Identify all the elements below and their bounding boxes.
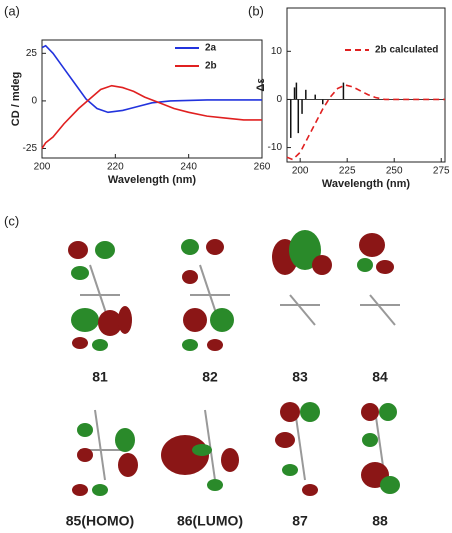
y-tick-label: 0 bbox=[31, 96, 37, 107]
y-tick-label: -10 bbox=[268, 142, 283, 153]
series-line bbox=[42, 46, 262, 113]
x-tick-label: 200 bbox=[34, 162, 51, 173]
orbital-label: 86(LUMO) bbox=[177, 513, 243, 529]
orbital-label: 87 bbox=[292, 513, 308, 529]
x-axis-label: Wavelength (nm) bbox=[322, 178, 411, 190]
x-axis-label: Wavelength (nm) bbox=[108, 174, 197, 186]
y-tick-label: 10 bbox=[271, 46, 283, 57]
series-line bbox=[42, 86, 262, 149]
x-tick-label: 260 bbox=[254, 162, 271, 173]
x-tick-label: 225 bbox=[339, 166, 356, 177]
y-tick-label: 25 bbox=[26, 48, 38, 59]
orbital-label: 82 bbox=[202, 369, 218, 385]
legend-label: 2b bbox=[205, 61, 217, 72]
y-tick-label: 0 bbox=[276, 94, 282, 105]
orbital-images bbox=[68, 230, 400, 496]
y-axis-label: Δε bbox=[255, 78, 267, 92]
x-tick-label: 240 bbox=[180, 162, 197, 173]
series-line bbox=[287, 85, 445, 160]
x-tick-label: 200 bbox=[292, 166, 309, 177]
x-tick-label: 220 bbox=[107, 162, 124, 173]
x-tick-label: 275 bbox=[433, 166, 450, 177]
panel-label: (a) bbox=[4, 3, 20, 18]
y-tick-label: -25 bbox=[23, 143, 38, 154]
orbital-label: 85(HOMO) bbox=[66, 513, 134, 529]
plot-frame bbox=[42, 40, 262, 158]
x-tick-label: 250 bbox=[386, 166, 403, 177]
legend-label: 2a bbox=[205, 43, 217, 54]
panel-label: (c) bbox=[4, 213, 19, 228]
orbital-label: 83 bbox=[292, 369, 308, 385]
legend-label: 2b calculated bbox=[375, 45, 438, 56]
orbital-label: 84 bbox=[372, 369, 388, 385]
figure: (a) (b) (c) 200 220 240 260 -25 0 25 Wavelength… bbox=[0, 0, 452, 533]
panel-label: (b) bbox=[248, 3, 264, 18]
y-axis-label: CD / mdeg bbox=[10, 72, 22, 126]
orbital-label: 88 bbox=[372, 513, 388, 529]
plot-frame bbox=[287, 8, 445, 162]
orbital-label: 81 bbox=[92, 369, 108, 385]
